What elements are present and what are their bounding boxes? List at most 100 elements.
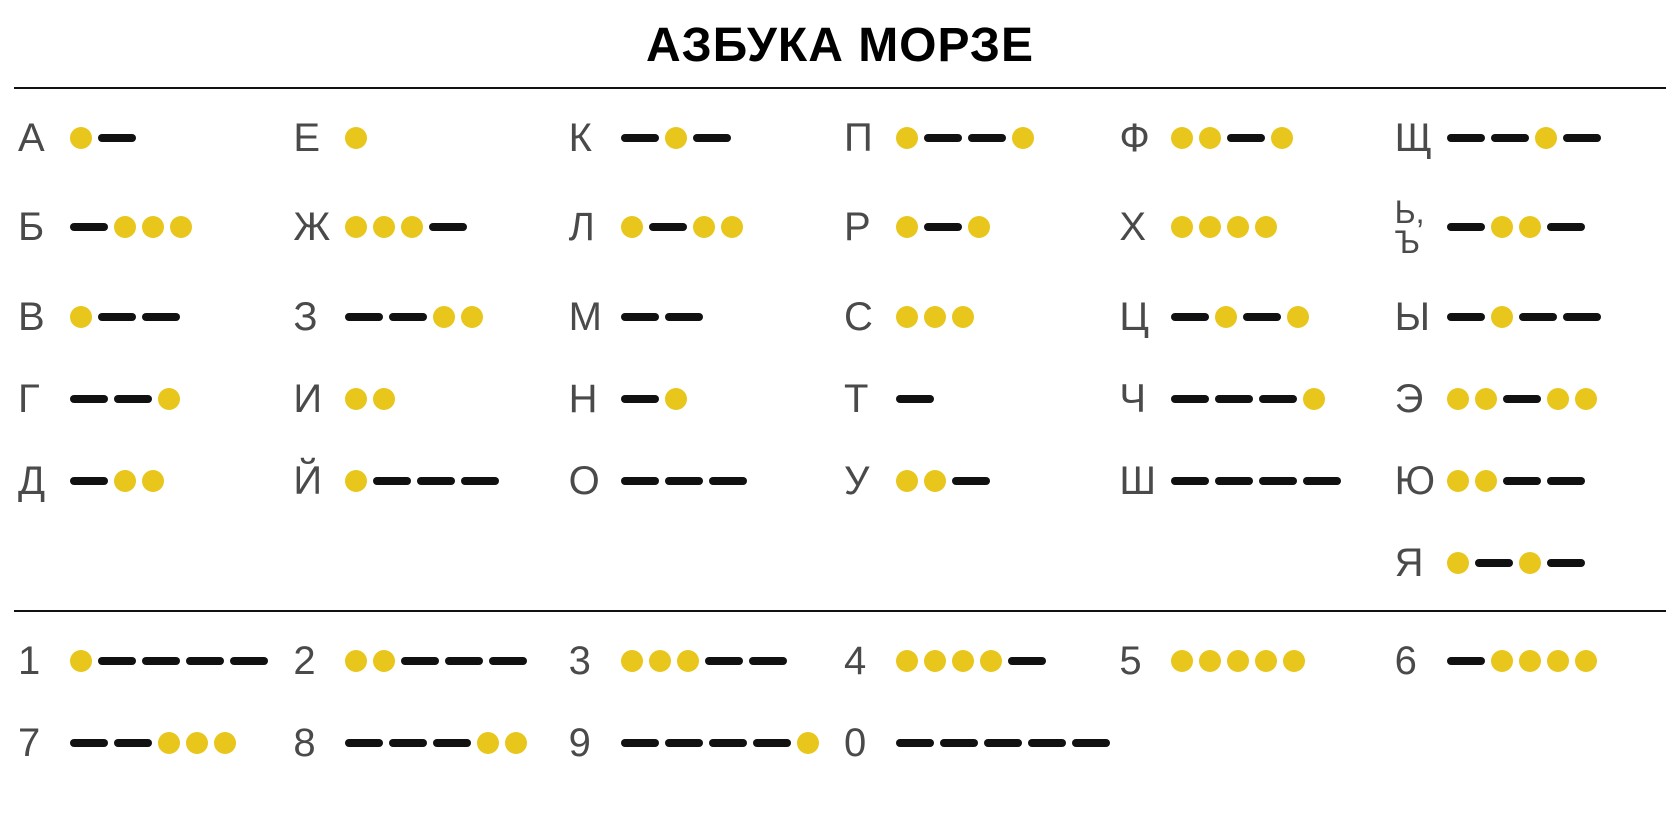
morse-entry: 8 xyxy=(293,720,560,766)
dot-icon xyxy=(1575,388,1597,410)
letter-label: Ы xyxy=(1395,296,1439,338)
morse-entry: Ь, Ъ xyxy=(1395,197,1662,258)
dot-icon xyxy=(721,216,743,238)
letter-label: 5 xyxy=(1119,640,1163,682)
morse-code xyxy=(1447,552,1585,574)
dash-icon xyxy=(621,477,659,485)
dash-icon xyxy=(705,657,743,665)
dash-icon xyxy=(665,313,703,321)
morse-entry: Я xyxy=(1395,540,1662,586)
morse-entry: Х xyxy=(1119,204,1386,250)
dash-icon xyxy=(1547,559,1585,567)
morse-entry: У xyxy=(844,458,1111,504)
dash-icon xyxy=(1028,739,1066,747)
morse-entry: О xyxy=(569,458,836,504)
dash-icon xyxy=(665,739,703,747)
dot-icon xyxy=(896,470,918,492)
dot-icon xyxy=(621,650,643,672)
dot-icon xyxy=(1171,127,1193,149)
morse-entry: 1 xyxy=(18,638,285,684)
morse-code xyxy=(896,739,1110,747)
dot-icon xyxy=(114,470,136,492)
letter-label: Т xyxy=(844,378,888,420)
morse-code xyxy=(621,650,787,672)
dash-icon xyxy=(433,739,471,747)
morse-entry: Т xyxy=(844,376,1111,422)
letter-label: Ю xyxy=(1395,460,1439,502)
dash-icon xyxy=(389,739,427,747)
morse-code xyxy=(345,470,499,492)
letters-grid: АЕКПФЩБЖЛРХЬ, ЪВЗМСЦЫГИНТЧЭДЙОУШЮЯ xyxy=(14,107,1666,606)
dash-icon xyxy=(1447,134,1485,142)
letter-label: Ш xyxy=(1119,460,1163,502)
morse-entry: 7 xyxy=(18,720,285,766)
dash-icon xyxy=(114,395,152,403)
dot-icon xyxy=(1547,388,1569,410)
dash-icon xyxy=(1447,313,1485,321)
dot-icon xyxy=(1475,388,1497,410)
morse-entry: Е xyxy=(293,115,560,161)
letter-label: 9 xyxy=(569,722,613,764)
letter-label: 0 xyxy=(844,722,888,764)
dash-icon xyxy=(401,657,439,665)
dash-icon xyxy=(621,395,659,403)
dot-icon xyxy=(1227,216,1249,238)
dot-icon xyxy=(924,470,946,492)
morse-code xyxy=(896,650,1046,672)
dash-icon xyxy=(621,739,659,747)
page-title: АЗБУКА МОРЗЕ xyxy=(14,18,1666,73)
dash-icon xyxy=(389,313,427,321)
morse-entry: 0 xyxy=(844,720,1111,766)
dash-icon xyxy=(665,477,703,485)
dash-icon xyxy=(1547,223,1585,231)
dot-icon xyxy=(70,650,92,672)
dash-icon xyxy=(142,657,180,665)
dot-icon xyxy=(373,216,395,238)
morse-code xyxy=(621,388,687,410)
letter-label: А xyxy=(18,117,62,159)
morse-code xyxy=(1171,306,1309,328)
dot-icon xyxy=(142,216,164,238)
dot-icon xyxy=(1283,650,1305,672)
letter-label: Я xyxy=(1395,542,1439,584)
morse-entry: П xyxy=(844,115,1111,161)
morse-entry: Э xyxy=(1395,376,1662,422)
dot-icon xyxy=(1255,216,1277,238)
morse-code xyxy=(896,306,974,328)
letter-label: Ф xyxy=(1119,117,1163,159)
dot-icon xyxy=(345,470,367,492)
dash-icon xyxy=(1171,395,1209,403)
dash-icon xyxy=(1171,477,1209,485)
morse-entry: В xyxy=(18,294,285,340)
dash-icon xyxy=(1215,477,1253,485)
morse-entry: Ц xyxy=(1119,294,1386,340)
dash-icon xyxy=(70,395,108,403)
letter-label: И xyxy=(293,378,337,420)
dash-icon xyxy=(1475,559,1513,567)
morse-entry: Щ xyxy=(1395,115,1662,161)
letter-label: Ц xyxy=(1119,296,1163,338)
dot-icon xyxy=(1447,552,1469,574)
morse-entry: Й xyxy=(293,458,560,504)
letter-label: М xyxy=(569,296,613,338)
dot-icon xyxy=(170,216,192,238)
letter-label: З xyxy=(293,296,337,338)
letter-label: К xyxy=(569,117,613,159)
dot-icon xyxy=(896,216,918,238)
morse-entry: И xyxy=(293,376,560,422)
letter-label: 6 xyxy=(1395,640,1439,682)
dash-icon xyxy=(345,313,383,321)
morse-code xyxy=(345,216,467,238)
dot-icon xyxy=(433,306,455,328)
rule-top xyxy=(14,87,1666,89)
letter-label: Д xyxy=(18,460,62,502)
dash-icon xyxy=(649,223,687,231)
morse-code xyxy=(1171,650,1305,672)
dot-icon xyxy=(1199,216,1221,238)
morse-code xyxy=(70,306,180,328)
morse-code xyxy=(70,127,136,149)
dot-icon xyxy=(677,650,699,672)
digits-grid: 1234567890 xyxy=(14,630,1666,786)
dot-icon xyxy=(1227,650,1249,672)
morse-entry: 5 xyxy=(1119,638,1386,684)
